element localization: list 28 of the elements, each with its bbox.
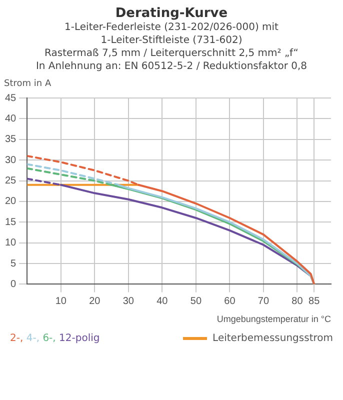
y-tick-label: 25 — [5, 176, 17, 187]
chart-subtitle: 1-Leiter-Federleiste (231-202/026-000) mit 1-Leiter-Stiftleiste (731-602) Rastermaß 7,5 mm / Leiterquerschnitt 2,5 mm² „f“ In Anlehnung an: EN 60512-5-2 / Reduktionsfaktor 0,8 — [34, 21, 308, 73]
text: 2-, — [10, 333, 24, 344]
x-tick-label: 40 — [156, 296, 168, 307]
text: 12-polig — [59, 333, 100, 344]
x-tick-label: 50 — [190, 296, 202, 307]
text: 6-, — [42, 333, 56, 344]
y-tick-label: 20 — [5, 196, 17, 208]
y-tick-label: 30 — [5, 154, 17, 166]
y-tick-label: 45 — [5, 92, 17, 104]
y-tick-label: 35 — [5, 134, 17, 146]
text: 4-, — [26, 333, 40, 344]
x-tick-label: 10 — [55, 296, 67, 307]
x-tick-label: 80 — [292, 296, 304, 307]
y-tick-label: 15 — [5, 216, 17, 228]
y-tick-label: 10 — [5, 238, 17, 249]
x-tick-label: 70 — [258, 296, 270, 307]
x-tick-label: 30 — [122, 296, 134, 307]
x-tick-label: 60 — [224, 296, 236, 307]
x-tick-label: 85 — [308, 296, 320, 307]
legend-label: Leiterbemessungsstrom — [212, 333, 333, 344]
x-tick-label: 20 — [89, 296, 101, 307]
chart-title: Derating-Kurve — [114, 6, 229, 21]
y-tick-label: 5 — [10, 258, 17, 270]
x-axis-title: Umgebungstemperatur in °C — [216, 314, 332, 324]
y-axis-title: Strom in A — [4, 79, 52, 89]
y-tick-label: 0 — [10, 278, 17, 290]
y-tick-label: 40 — [5, 113, 17, 124]
